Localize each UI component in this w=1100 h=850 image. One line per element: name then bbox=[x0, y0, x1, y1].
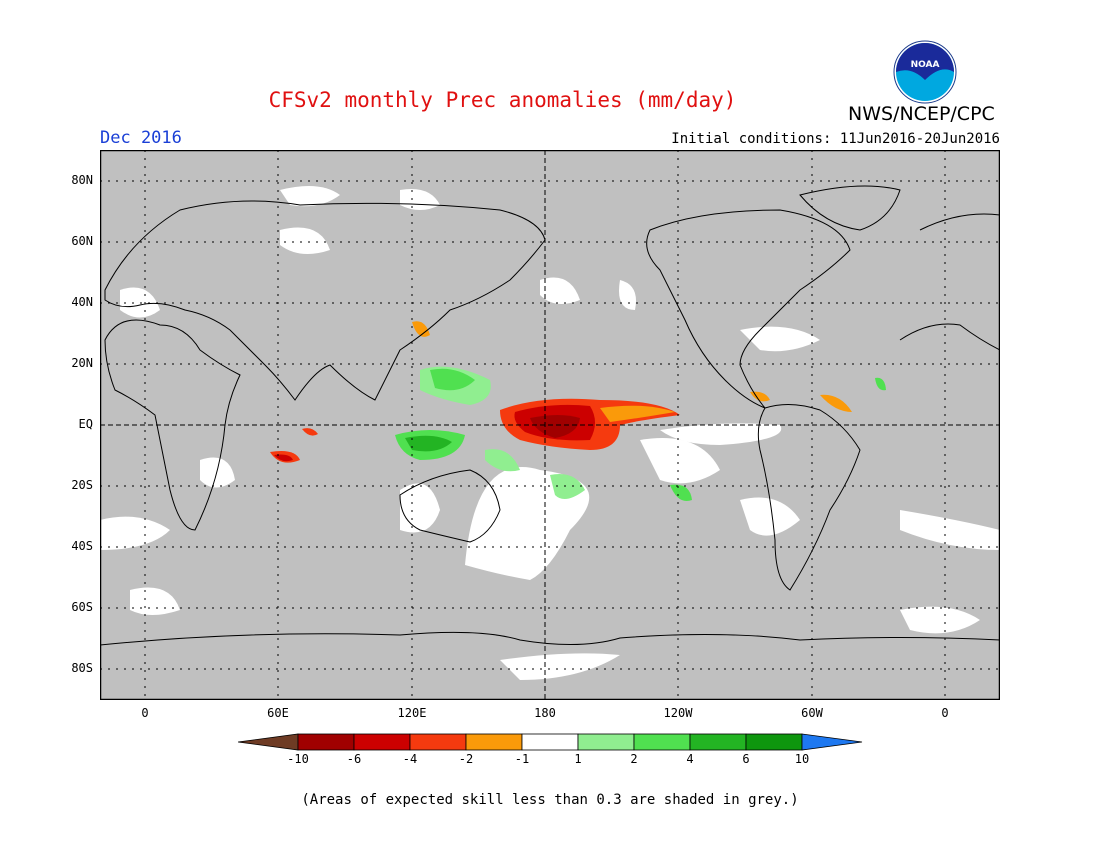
colorbar-box bbox=[689, 733, 747, 751]
precipitation-anomaly-map bbox=[100, 150, 1000, 700]
lon-label: 60E bbox=[267, 706, 289, 720]
colorbar-label: 2 bbox=[630, 752, 638, 766]
chart-title: CFSv2 monthly Prec anomalies (mm/day) bbox=[268, 88, 737, 112]
lon-label: 180 bbox=[534, 706, 556, 720]
lon-label: 120E bbox=[397, 706, 427, 720]
colorbar bbox=[238, 733, 863, 751]
map-frame bbox=[100, 150, 1000, 700]
initial-conditions: Initial conditions: 11Jun2016-20Jun2016 bbox=[671, 131, 1000, 147]
lat-label: 20N bbox=[71, 356, 93, 370]
colorbar-label: -10 bbox=[287, 752, 309, 766]
colorbar-arrow-low bbox=[238, 733, 299, 751]
colorbar-label: -1 bbox=[514, 752, 530, 766]
lon-label: 0 bbox=[941, 706, 949, 720]
lat-label: 80N bbox=[71, 173, 93, 187]
lat-label: 80S bbox=[71, 661, 93, 675]
colorbar-label: 10 bbox=[794, 752, 810, 766]
coastlines bbox=[100, 185, 1000, 646]
lat-label: 60S bbox=[71, 600, 93, 614]
positive-anomaly-areas bbox=[395, 366, 886, 501]
noaa-logo: NOAA bbox=[893, 40, 957, 104]
lat-label: EQ bbox=[78, 417, 93, 431]
colorbar-label: -2 bbox=[458, 752, 474, 766]
colorbar-box bbox=[353, 733, 411, 751]
colorbar-box bbox=[745, 733, 803, 751]
lat-label: 20S bbox=[71, 478, 93, 492]
colorbar-box bbox=[297, 733, 355, 751]
lon-label: 0 bbox=[141, 706, 149, 720]
forecast-month: Dec 2016 bbox=[100, 128, 182, 148]
lat-label: 60N bbox=[71, 234, 93, 248]
colorbar-label: -6 bbox=[346, 752, 362, 766]
colorbar-box bbox=[633, 733, 691, 751]
colorbar-label: -4 bbox=[402, 752, 418, 766]
agency-label: NWS/NCEP/CPC bbox=[848, 103, 995, 125]
colorbar-label: 6 bbox=[742, 752, 750, 766]
colorbar-box bbox=[409, 733, 467, 751]
colorbar-box bbox=[521, 733, 579, 751]
lon-label: 60W bbox=[801, 706, 823, 720]
lat-label: 40S bbox=[71, 539, 93, 553]
lon-label: 120W bbox=[663, 706, 693, 720]
colorbar-box bbox=[577, 733, 635, 751]
colorbar-box bbox=[465, 733, 523, 751]
colorbar-label: 4 bbox=[686, 752, 694, 766]
logo-text: NOAA bbox=[911, 60, 940, 70]
grid-lines bbox=[100, 150, 1000, 700]
colorbar-label: 1 bbox=[574, 752, 582, 766]
lat-label: 40N bbox=[71, 295, 93, 309]
colorbar-arrow-high bbox=[801, 733, 863, 751]
skill-footnote: (Areas of expected skill less than 0.3 a… bbox=[301, 792, 799, 808]
colorbar-boxes bbox=[238, 733, 863, 751]
